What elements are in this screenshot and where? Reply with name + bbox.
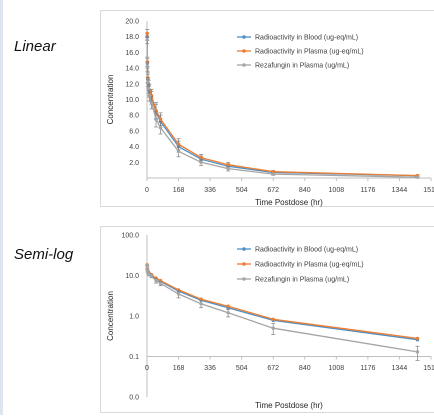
data-point [415,350,420,354]
data-point [149,274,154,278]
y-tick-label: 20.0 [125,19,139,26]
data-point [154,117,158,121]
legend-label: Radioactivity in Blood (ug-eq/mL) [255,35,358,42]
y-tick-label: 14.0 [125,66,139,73]
y-tick-label: 6.0 [129,128,139,135]
data-point [145,64,150,69]
x-tick-label: 672 [267,365,279,372]
data-point [415,336,420,341]
data-point [271,326,275,330]
data-point [158,117,163,121]
panel-label-linear: Linear [14,38,56,55]
data-point [226,166,230,171]
x-tick-label: 168 [173,187,185,194]
x-tick-label: 1008 [329,365,345,372]
y-tick-label: 16.0 [125,50,139,57]
data-point [149,100,154,105]
legend-marker [242,277,246,281]
x-axis-title: Time Postdose (hr) [255,401,323,410]
x-tick-label: 0 [145,187,149,194]
panel-label-semilog: Semi-log [14,246,74,263]
data-point [146,80,150,84]
data-point [145,38,149,42]
data-point [415,175,420,179]
y-tick-label: 4.0 [129,144,139,151]
data-point [199,302,203,306]
legend-label: Radioactivity in Plasma (ug-eq/mL) [255,262,364,269]
legend-marker [242,49,246,53]
y-tick-label: 8.0 [129,113,139,120]
legend-marker [242,63,246,67]
y-axis-title: Concentration [106,291,115,341]
data-point [226,162,230,167]
legend-marker [242,247,246,251]
data-point [271,317,275,321]
legend-label: Rezafungin in Plasma (ug/mL) [255,277,349,284]
y-tick-label: 2.0 [129,160,139,167]
y-tick-label: 10.0 [125,273,139,280]
y-axis-title: Concentration [106,75,115,125]
data-point [199,297,203,301]
y-tick-label: 100.0 [121,233,139,240]
data-point [226,304,230,308]
data-point [199,155,203,160]
data-point [146,86,151,91]
data-point [145,267,150,272]
data-point [158,281,163,286]
x-tick-label: 504 [236,187,248,194]
x-tick-label: 168 [173,365,185,372]
legend-label: Radioactivity in Plasma (ug-eq/mL) [255,49,364,56]
data-point [176,292,181,296]
x-tick-label: 672 [267,187,279,194]
data-point [145,263,149,268]
data-point [226,311,230,315]
x-tick-label: 504 [236,365,248,372]
y-tick-label: 18.0 [125,34,139,41]
y-tick-label: 0.1 [129,354,139,361]
data-point [154,278,158,283]
x-tick-label: 1344 [392,365,408,372]
page-edge [0,0,3,415]
x-tick-label: 1008 [329,187,345,194]
data-point [145,31,149,36]
data-point [199,160,203,164]
x-tick-label: 336 [204,187,216,194]
series-line [146,36,418,177]
x-axis-title: Time Postdose (hr) [255,198,323,207]
data-point [147,93,151,98]
data-point [158,126,163,130]
data-point [176,149,181,154]
x-tick-label: 840 [299,365,311,372]
legend-label: Radioactivity in Blood (ug-eq/mL) [255,247,358,254]
x-tick-label: 1176 [360,365,375,372]
y-tick-label: 0.0 [129,395,139,402]
x-tick-label: 0 [145,365,149,372]
data-point [176,142,181,146]
x-tick-label: 1176 [360,187,375,194]
x-tick-label: 1344 [392,187,408,194]
series-line [146,39,418,178]
legend-marker [242,262,246,266]
legend-marker [242,35,246,39]
data-point [271,172,275,176]
y-tick-label: 10.0 [125,97,139,104]
y-tick-label: 1.0 [129,314,139,321]
legend-label: Rezafungin in Plasma (ug/mL) [255,63,349,70]
y-tick-label: 12.0 [125,81,139,88]
x-tick-label: 336 [204,365,216,372]
x-tick-label: 840 [299,187,311,194]
